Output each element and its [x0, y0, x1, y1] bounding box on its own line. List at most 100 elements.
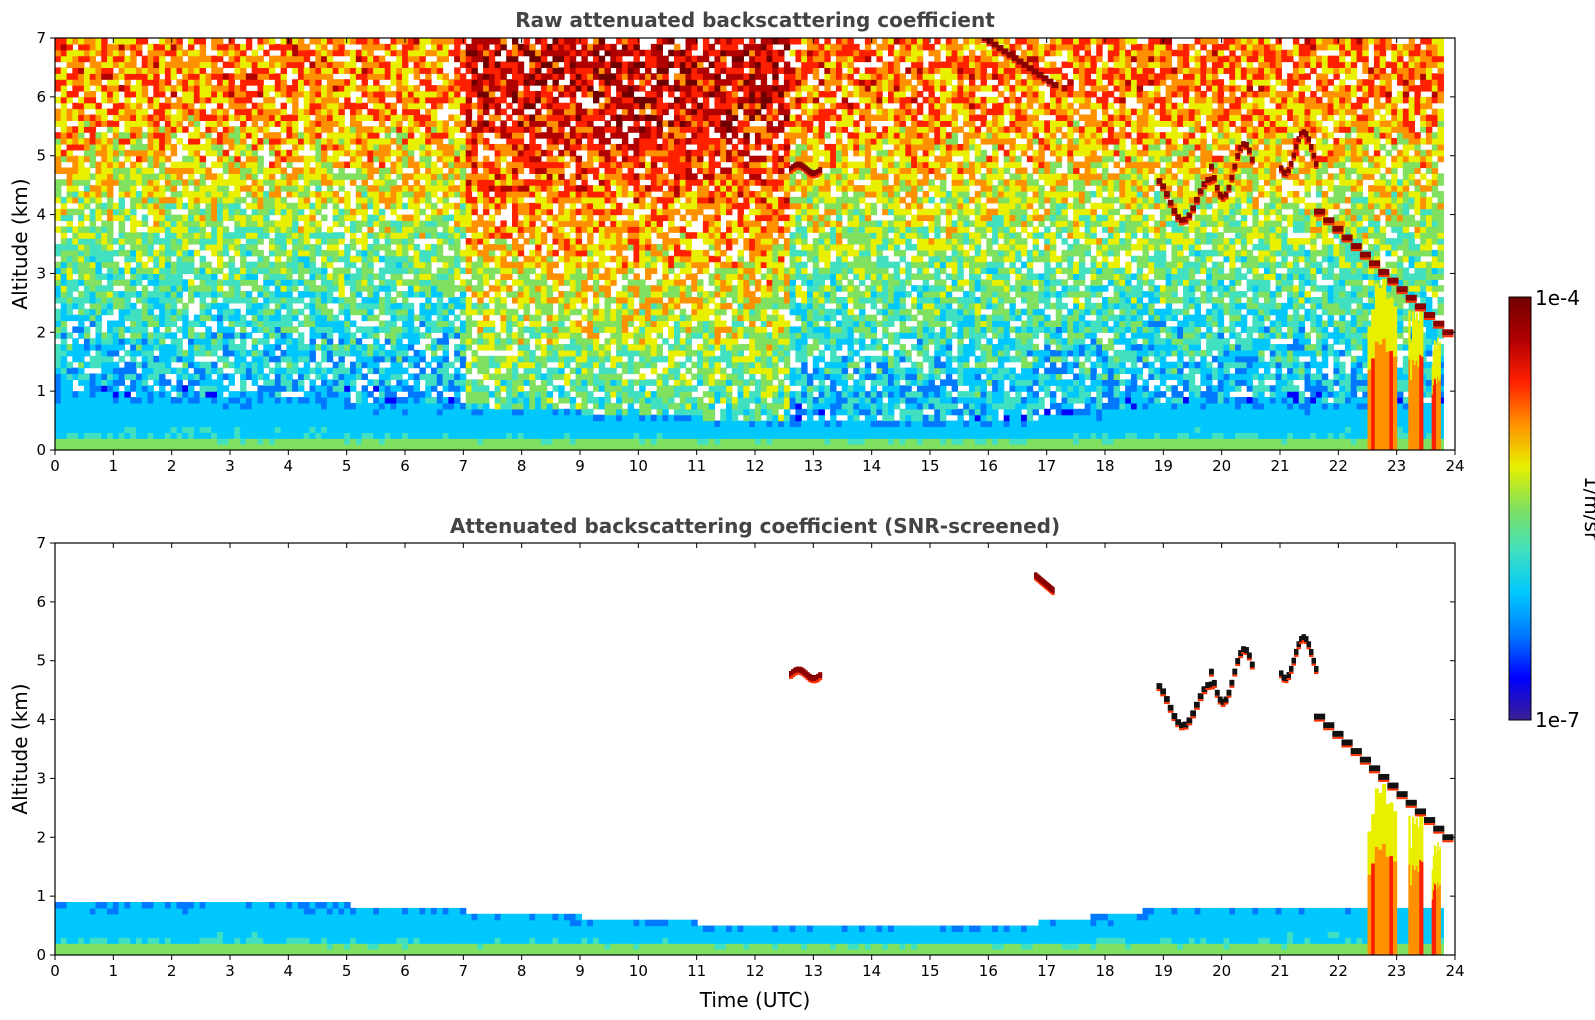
cloud-layer-0 [789, 666, 823, 684]
x-tick-label: 5 [342, 962, 352, 980]
cloud-layer-4 [1279, 634, 1319, 684]
x-tick-label: 11 [687, 457, 706, 475]
cloud-layer-3 [1209, 646, 1255, 707]
x-tick-label: 13 [804, 457, 823, 475]
x-tick-label: 8 [517, 457, 527, 475]
cloud-layer-0 [789, 161, 823, 179]
screened-y-ticks: 0 1 2 3 4 5 6 7 [36, 534, 1455, 964]
colorbar: 1e-4 1e-7 1/m/sr [1508, 286, 1595, 732]
y-tick-label: 0 [36, 441, 46, 459]
x-tick-label: 22 [1329, 457, 1348, 475]
screened-panel-title: Attenuated backscattering coefficient (S… [450, 514, 1060, 538]
x-tick-label: 5 [342, 457, 352, 475]
y-tick-label: 5 [36, 147, 46, 165]
raw-x-ticks: 0 1 2 3 4 5 6 7 8 9 10 11 12 13 14 15 16 17 18 19 20 21 22 23 24 [50, 38, 1465, 475]
cloud-layer-3 [1209, 141, 1255, 202]
precip-shaft-2 [1431, 842, 1441, 955]
x-tick-label: 2 [167, 962, 177, 980]
x-tick-label: 22 [1329, 962, 1348, 980]
colorbar-max-label: 1e-4 [1535, 286, 1580, 310]
x-tick-label: 14 [862, 962, 881, 980]
x-tick-label: 13 [804, 962, 823, 980]
y-tick-label: 7 [36, 534, 46, 552]
cloud-layer-1 [981, 38, 1059, 91]
x-tick-label: 16 [979, 457, 998, 475]
x-tick-label: 10 [629, 457, 648, 475]
y-tick-label: 2 [36, 828, 46, 846]
screened-plot-frame [54, 542, 1456, 956]
x-tick-label: 14 [862, 457, 881, 475]
x-tick-label: 18 [1095, 457, 1114, 475]
y-tick-label: 7 [36, 29, 46, 47]
x-tick-label: 9 [575, 457, 585, 475]
y-tick-label: 1 [36, 887, 46, 905]
precip-shaft-1 [1408, 808, 1424, 955]
x-tick-label: 17 [1037, 457, 1056, 475]
x-tick-label: 9 [575, 962, 585, 980]
x-tick-label: 21 [1270, 457, 1289, 475]
cloud-layer-2 [1156, 681, 1215, 731]
x-tick-label: 0 [50, 962, 60, 980]
x-tick-label: 19 [1154, 457, 1173, 475]
y-tick-label: 4 [36, 206, 46, 224]
x-tick-label: 17 [1037, 962, 1056, 980]
x-tick-label: 8 [517, 962, 527, 980]
x-tick-label: 3 [225, 457, 235, 475]
x-tick-label: 24 [1445, 457, 1464, 475]
x-tick-label: 4 [284, 457, 294, 475]
x-tick-label: 23 [1387, 962, 1406, 980]
x-tick-label: 1 [109, 962, 119, 980]
x-tick-label: 6 [400, 457, 410, 475]
colorbar-min-label: 1e-7 [1535, 708, 1580, 732]
x-tick-label: 10 [629, 962, 648, 980]
y-tick-label: 1 [36, 382, 46, 400]
x-tick-label: 19 [1154, 962, 1173, 980]
cloud-layer-2 [1156, 176, 1215, 226]
y-tick-label: 4 [36, 711, 46, 729]
x-tick-label: 11 [687, 962, 706, 980]
x-tick-label: 2 [167, 457, 177, 475]
x-axis-label: Time (UTC) [699, 988, 811, 1012]
x-tick-label: 12 [745, 457, 764, 475]
raw-y-ticks: 0 1 2 3 4 5 6 7 [36, 29, 1455, 459]
x-tick-label: 0 [50, 457, 60, 475]
colorbar-unit-label: 1/m/sr [1580, 476, 1595, 541]
x-tick-label: 21 [1270, 962, 1289, 980]
precip-shaft-0 [1367, 279, 1398, 450]
cloud-layer-5 [1314, 713, 1454, 843]
x-tick-label: 6 [400, 962, 410, 980]
x-tick-label: 3 [225, 962, 235, 980]
y-tick-label: 2 [36, 323, 46, 341]
x-tick-label: 18 [1095, 962, 1114, 980]
cloud-layer-4 [1279, 129, 1319, 179]
x-tick-label: 15 [920, 457, 939, 475]
y-tick-label: 3 [36, 264, 46, 282]
x-tick-label: 12 [745, 962, 764, 980]
screened-backscatter-panel: Attenuated backscattering coefficient (S… [8, 514, 1465, 1012]
y-tick-label: 5 [36, 652, 46, 670]
y-tick-label: 6 [36, 593, 46, 611]
y-tick-label: 3 [36, 769, 46, 787]
cloud-layer-5 [1314, 208, 1454, 338]
screened-y-axis-label: Altitude (km) [8, 683, 32, 814]
y-tick-label: 6 [36, 88, 46, 106]
raw-heatmap [55, 38, 1454, 450]
x-tick-label: 7 [459, 457, 469, 475]
screened-heatmap [55, 572, 1454, 955]
colorbar-gradient [1508, 296, 1532, 721]
x-tick-label: 23 [1387, 457, 1406, 475]
x-tick-label: 16 [979, 962, 998, 980]
precip-shaft-0 [1367, 784, 1398, 955]
cloud-layer-1 [1034, 572, 1055, 596]
raw-backscatter-panel: Raw attenuated backscattering coefficien… [8, 8, 1465, 475]
x-tick-label: 20 [1212, 457, 1231, 475]
raw-panel-title: Raw attenuated backscattering coefficien… [515, 8, 995, 32]
precip-shaft-1 [1408, 303, 1424, 450]
precip-shaft-2 [1431, 337, 1441, 450]
x-tick-label: 1 [109, 457, 119, 475]
x-tick-label: 7 [459, 962, 469, 980]
raw-y-axis-label: Altitude (km) [8, 178, 32, 309]
x-tick-label: 4 [284, 962, 294, 980]
x-tick-label: 20 [1212, 962, 1231, 980]
